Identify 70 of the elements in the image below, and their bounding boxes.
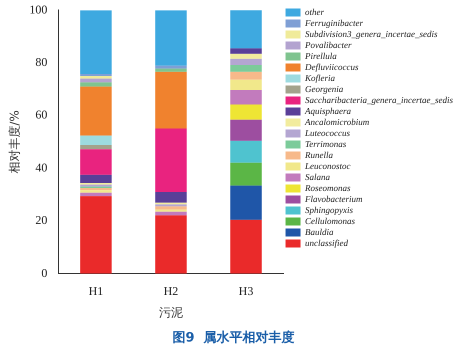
text: 图9 属水平相对丰度 <box>172 330 295 346</box>
bar <box>230 220 262 274</box>
legend-label: Sphingopyxis <box>305 204 354 215</box>
bar <box>230 104 262 120</box>
legend-label: Bauldia <box>305 226 334 237</box>
bar <box>80 82 112 87</box>
bar <box>80 190 112 193</box>
x-tick-label: H2 <box>164 284 178 298</box>
y-axis-title: 相对丰度/% <box>7 110 22 174</box>
bar <box>155 192 187 203</box>
legend-label: Povalibacter <box>304 40 352 50</box>
bar <box>80 196 112 274</box>
bar <box>80 188 112 190</box>
legend-label: Roseomonas <box>304 182 352 193</box>
y-tick-label: 60 <box>35 108 48 122</box>
bar <box>80 149 112 175</box>
legend-label: Runella <box>304 150 334 160</box>
legend-label: Defluviicoccus <box>304 62 360 72</box>
x-axis-title: 污泥 <box>158 305 183 320</box>
bar <box>155 212 187 216</box>
x-tick-label: H1 <box>88 284 104 298</box>
x-tick-label: H3 <box>238 284 254 298</box>
legend-label: unclassified <box>305 238 349 248</box>
legend-label: Ferruginibacter <box>304 18 364 28</box>
bar <box>230 80 262 90</box>
bar <box>80 74 112 76</box>
y-tick-label: 100 <box>29 2 48 16</box>
bar <box>155 68 187 72</box>
bar <box>80 192 112 196</box>
bar <box>230 64 262 72</box>
bar <box>155 72 187 128</box>
bar <box>80 86 112 136</box>
bar <box>80 136 112 146</box>
bar <box>230 54 262 59</box>
bar <box>230 10 262 48</box>
legend-label: Pirellula <box>304 50 338 61</box>
bar <box>230 186 262 220</box>
legend-label: Georgenia <box>305 84 344 94</box>
bar <box>80 174 112 183</box>
y-tick-label: 20 <box>35 213 48 228</box>
legend-label: Terrimonas <box>305 138 347 149</box>
bar <box>230 72 262 80</box>
legend-label: Leuconostoc <box>304 160 351 171</box>
legend-label: Luteococcus <box>304 128 351 138</box>
bar <box>155 215 187 274</box>
legend-label: Ancalomicrobium <box>304 116 370 127</box>
bar <box>230 58 262 65</box>
legend-label: Saccharibacteria_genera_incertae_sedis <box>305 94 454 105</box>
bar <box>230 48 262 54</box>
legend-label: Kofleria <box>304 72 336 83</box>
legend-label: other <box>305 6 325 17</box>
bar <box>230 90 262 104</box>
bar <box>155 128 187 192</box>
legend-label: Subdivision3_genera_incertae_sedis <box>305 28 438 39</box>
bar <box>155 10 187 66</box>
y-tick-label: 40 <box>35 160 48 174</box>
bar <box>230 162 262 186</box>
bar <box>230 120 262 141</box>
bar <box>80 10 112 74</box>
bar <box>155 206 187 210</box>
y-tick-label: 0 <box>41 266 48 280</box>
bar <box>80 145 112 150</box>
legend-label: Aquisphaera <box>304 106 352 116</box>
legend-label: Flavobacterium <box>304 194 364 204</box>
bar <box>80 76 112 79</box>
y-tick-label: 80 <box>35 55 48 70</box>
bar <box>230 140 262 163</box>
legend-label: Salana <box>305 172 331 182</box>
bar <box>80 78 112 82</box>
legend-label: Cellulomonas <box>305 216 356 226</box>
